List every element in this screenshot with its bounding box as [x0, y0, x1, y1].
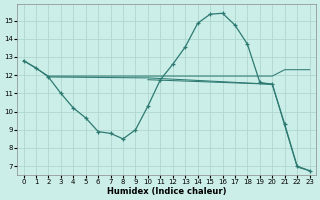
- X-axis label: Humidex (Indice chaleur): Humidex (Indice chaleur): [107, 187, 226, 196]
